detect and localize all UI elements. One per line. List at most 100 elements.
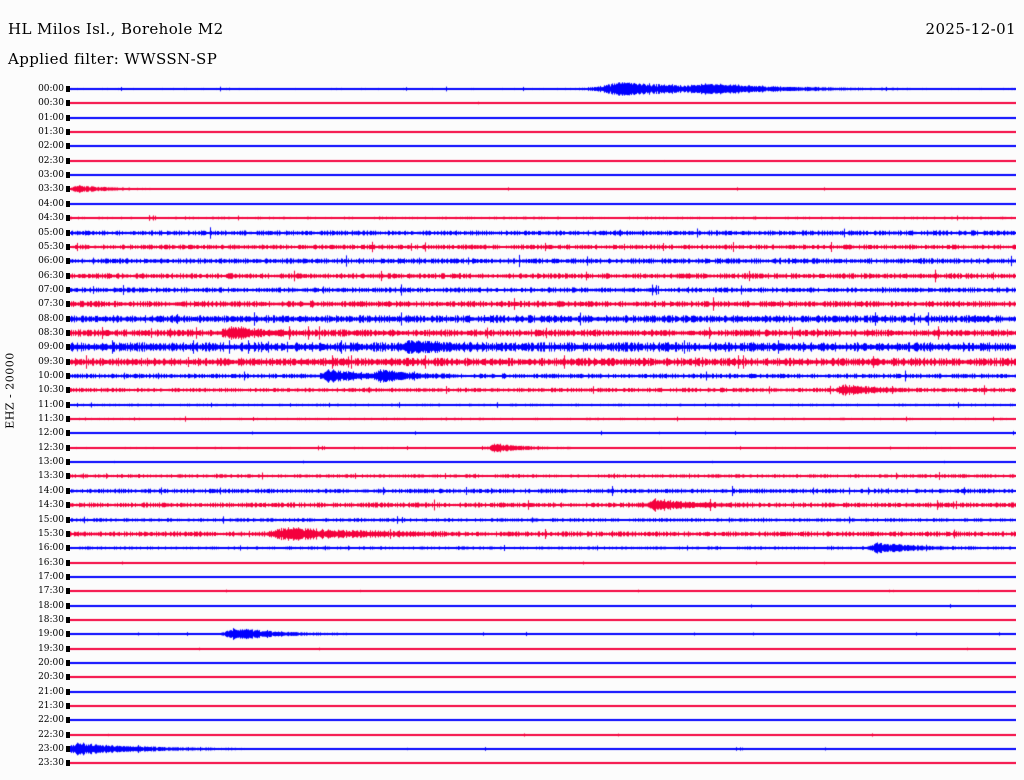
seismic-trace [70, 397, 1016, 412]
helicorder-plot: 00:00 00:30 01:00 01:30 02:00 02:30 03:00 03:30… [0, 82, 1024, 774]
seismic-trace [70, 440, 1016, 455]
trace-time-label: 16:30 [38, 557, 64, 568]
seismic-trace [70, 383, 1016, 398]
trace-row: 04:30 [0, 211, 1024, 226]
trace-time-label: 21:30 [38, 701, 64, 712]
trace-tick-mark [66, 616, 70, 623]
seismic-trace [70, 182, 1016, 197]
trace-tick-mark [66, 746, 70, 753]
seismic-trace [70, 340, 1016, 355]
trace-tick-mark [66, 487, 70, 494]
seismic-trace [70, 483, 1016, 498]
seismic-trace [70, 196, 1016, 211]
trace-row: 23:00 [0, 742, 1024, 757]
trace-time-label: 20:00 [38, 658, 64, 668]
trace-row: 15:00 [0, 512, 1024, 527]
trace-row: 11:30 [0, 412, 1024, 427]
trace-time-label: 08:00 [38, 313, 64, 324]
trace-time-label: 11:00 [38, 399, 64, 410]
trace-tick-mark [66, 645, 70, 652]
trace-tick-mark [66, 516, 70, 523]
trace-time-label: 17:00 [38, 571, 64, 582]
trace-tick-mark [66, 157, 70, 164]
trace-tick-mark [66, 286, 70, 293]
trace-tick-mark [66, 430, 70, 437]
trace-tick-mark [66, 329, 70, 336]
trace-tick-mark [66, 401, 70, 408]
seismic-trace [70, 598, 1016, 613]
seismic-trace [70, 369, 1016, 383]
trace-time-label: 22:00 [38, 715, 64, 726]
trace-tick-mark [66, 100, 70, 107]
trace-time-label: 08:30 [38, 327, 64, 338]
trace-time-label: 20:30 [38, 672, 64, 683]
trace-tick-mark [66, 573, 70, 580]
seismic-trace [70, 670, 1016, 685]
trace-row: 02:30 [0, 153, 1024, 168]
trace-time-label: 01:00 [38, 112, 64, 123]
seismic-trace [70, 699, 1016, 714]
trace-tick-mark [66, 717, 70, 724]
trace-row: 08:00 [0, 311, 1024, 326]
trace-tick-mark [66, 172, 70, 179]
trace-row: 21:30 [0, 699, 1024, 714]
seismic-trace [70, 82, 1016, 96]
trace-time-label: 17:30 [38, 586, 64, 597]
seismic-trace [70, 469, 1016, 484]
trace-row: 01:30 [0, 125, 1024, 140]
trace-row: 03:30 [0, 182, 1024, 197]
trace-time-label: 05:30 [38, 241, 64, 252]
trace-tick-mark [66, 301, 70, 308]
trace-row: 10:30 [0, 383, 1024, 398]
trace-time-label: 00:30 [38, 98, 64, 109]
trace-tick-mark [66, 143, 70, 150]
trace-tick-mark [66, 272, 70, 279]
trace-time-label: 06:00 [38, 256, 64, 267]
trace-tick-mark [66, 387, 70, 394]
seismic-trace [70, 526, 1016, 541]
trace-row: 19:00 [0, 627, 1024, 642]
trace-time-label: 18:00 [38, 600, 64, 611]
seismic-trace [70, 612, 1016, 627]
trace-row: 15:30 [0, 526, 1024, 541]
trace-time-label: 05:00 [38, 227, 64, 238]
trace-row: 06:30 [0, 268, 1024, 283]
seismic-trace [70, 584, 1016, 599]
seismic-trace [70, 153, 1016, 168]
trace-time-label: 00:00 [38, 84, 64, 94]
trace-time-label: 21:00 [38, 686, 64, 697]
seismic-trace [70, 239, 1016, 254]
trace-time-label: 13:00 [38, 457, 64, 468]
trace-tick-mark [66, 674, 70, 681]
trace-row: 22:30 [0, 727, 1024, 742]
trace-row: 11:00 [0, 397, 1024, 412]
trace-time-label: 14:00 [38, 485, 64, 496]
seismic-trace [70, 311, 1016, 326]
trace-row: 19:30 [0, 641, 1024, 656]
date-label: 2025-12-01 [925, 20, 1016, 38]
trace-time-label: 15:30 [38, 528, 64, 539]
trace-tick-mark [66, 114, 70, 121]
trace-tick-mark [66, 373, 70, 379]
trace-tick-mark [66, 760, 70, 767]
trace-row: 08:30 [0, 325, 1024, 340]
seismic-trace [70, 656, 1016, 670]
seismic-trace [70, 455, 1016, 470]
seismic-trace [70, 756, 1016, 771]
trace-row: 07:30 [0, 297, 1024, 312]
trace-row: 14:00 [0, 483, 1024, 498]
trace-time-label: 22:30 [38, 729, 64, 740]
trace-row: 22:00 [0, 713, 1024, 728]
trace-tick-mark [66, 258, 70, 265]
trace-time-label: 09:30 [38, 356, 64, 367]
seismic-trace [70, 110, 1016, 125]
trace-row: 03:00 [0, 168, 1024, 183]
seismic-trace [70, 498, 1016, 513]
seismic-trace [70, 168, 1016, 183]
trace-tick-mark [66, 186, 70, 193]
trace-row: 06:00 [0, 254, 1024, 269]
seismic-trace [70, 684, 1016, 699]
trace-tick-mark [66, 358, 70, 365]
applied-filter-label: Applied filter: WWSSN-SP [8, 50, 218, 68]
trace-row: 02:00 [0, 139, 1024, 154]
